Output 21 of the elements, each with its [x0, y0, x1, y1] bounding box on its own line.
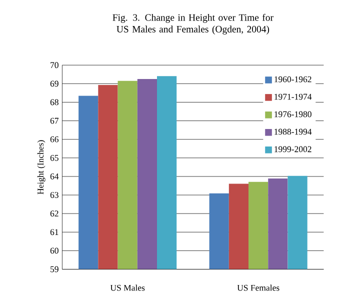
y-tick-label: 61: [50, 229, 58, 235]
x-tick-label: US Males: [110, 284, 145, 291]
x-tick-label: US Females: [237, 284, 280, 291]
legend-label: 1999-2002: [274, 146, 312, 152]
y-tick-label: 66: [50, 136, 59, 142]
y-tick-label: 68: [50, 99, 58, 106]
y-tick-label: 63: [50, 192, 58, 198]
legend-label: 1960-1962: [274, 76, 312, 82]
legend-label: 1971-1974: [274, 94, 312, 100]
y-tick-label: 67: [50, 118, 59, 124]
y-tick-label: 70: [50, 62, 58, 68]
y-tick-label: 64: [50, 173, 59, 180]
y-tick-label: 69: [50, 80, 58, 86]
y-tick-label: 60: [50, 248, 58, 254]
chart-title: Fig. 3. Change in Height over Time for US Males and Females (Ogden, 2004): [112, 14, 274, 34]
y-tick-label: 59: [50, 266, 58, 272]
legend-label: 1988-1994: [274, 128, 312, 135]
y-tick-label: 65: [50, 154, 58, 161]
legend-label: 1976-1980: [274, 111, 312, 118]
y-axis-title: Height (Inches): [37, 140, 46, 194]
y-tick-label: 62: [50, 210, 58, 216]
